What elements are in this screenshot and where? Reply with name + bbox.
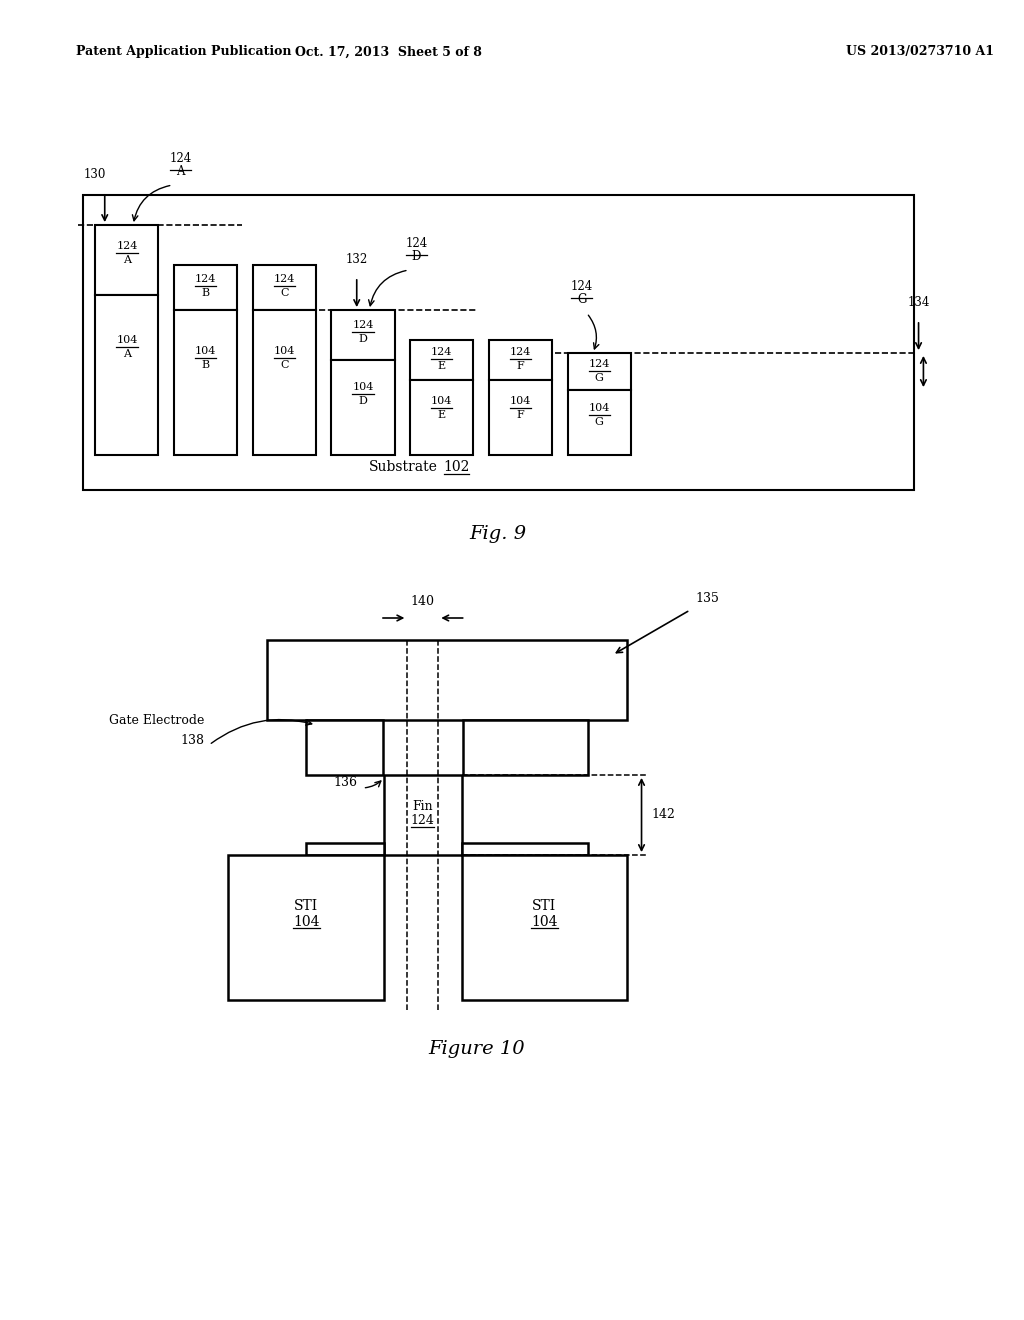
Text: 104: 104 xyxy=(510,396,531,407)
Text: Figure 10: Figure 10 xyxy=(428,1040,524,1059)
Text: G: G xyxy=(595,417,604,428)
Text: 142: 142 xyxy=(651,808,675,821)
Bar xyxy=(174,265,238,310)
Bar xyxy=(567,352,631,389)
Text: Gate Electrode: Gate Electrode xyxy=(109,714,204,726)
Bar xyxy=(567,389,631,455)
Bar xyxy=(462,843,588,855)
Bar xyxy=(411,380,473,455)
Bar xyxy=(488,341,552,380)
Bar xyxy=(253,310,316,455)
Text: 124: 124 xyxy=(510,347,531,356)
Bar xyxy=(488,380,552,455)
Text: 134: 134 xyxy=(907,296,930,309)
Bar xyxy=(463,719,588,775)
Text: 102: 102 xyxy=(443,459,470,474)
Bar xyxy=(306,843,384,855)
Text: 104: 104 xyxy=(431,396,453,407)
Text: 140: 140 xyxy=(411,595,435,609)
Text: G: G xyxy=(595,374,604,383)
Text: STI: STI xyxy=(294,899,318,912)
Text: 104: 104 xyxy=(531,915,558,929)
Text: 124: 124 xyxy=(589,359,610,370)
Text: 124: 124 xyxy=(411,814,435,828)
Text: 124: 124 xyxy=(406,238,428,249)
Text: Substrate: Substrate xyxy=(369,459,437,474)
Bar xyxy=(253,265,316,310)
Text: 104: 104 xyxy=(589,403,610,413)
Text: A: A xyxy=(123,255,131,265)
Text: A: A xyxy=(176,165,184,178)
Text: US 2013/0273710 A1: US 2013/0273710 A1 xyxy=(846,45,993,58)
Bar xyxy=(462,855,627,1001)
Text: 124: 124 xyxy=(195,273,216,284)
Text: B: B xyxy=(202,359,210,370)
Bar xyxy=(384,775,462,855)
Text: 124: 124 xyxy=(273,273,295,284)
Text: 130: 130 xyxy=(84,168,106,181)
Text: 138: 138 xyxy=(180,734,204,747)
Text: C: C xyxy=(281,359,289,370)
Bar xyxy=(267,640,627,719)
Bar xyxy=(411,341,473,380)
Bar xyxy=(332,360,394,455)
Text: 124: 124 xyxy=(570,280,593,293)
Text: 124: 124 xyxy=(169,152,191,165)
Bar xyxy=(95,294,159,455)
Text: D: D xyxy=(358,396,368,405)
Text: 104: 104 xyxy=(352,381,374,392)
Bar xyxy=(174,310,238,455)
Text: Fig. 9: Fig. 9 xyxy=(470,525,526,543)
Text: 132: 132 xyxy=(346,253,368,267)
Text: Patent Application Publication: Patent Application Publication xyxy=(76,45,291,58)
Text: 135: 135 xyxy=(695,591,719,605)
Text: B: B xyxy=(202,288,210,297)
Text: Fin: Fin xyxy=(413,800,433,813)
Text: 124: 124 xyxy=(352,319,374,330)
Text: Oct. 17, 2013  Sheet 5 of 8: Oct. 17, 2013 Sheet 5 of 8 xyxy=(295,45,482,58)
Text: 104: 104 xyxy=(116,335,137,345)
Text: F: F xyxy=(517,411,524,420)
Text: F: F xyxy=(517,360,524,371)
Text: D: D xyxy=(358,334,368,345)
Text: E: E xyxy=(437,411,445,420)
Text: 124: 124 xyxy=(116,242,137,251)
Bar xyxy=(306,719,383,775)
Text: 136: 136 xyxy=(333,776,357,789)
Text: 104: 104 xyxy=(273,346,295,355)
Text: A: A xyxy=(123,348,131,359)
Text: STI: STI xyxy=(532,899,556,912)
Text: E: E xyxy=(437,360,445,371)
Bar xyxy=(332,310,394,360)
Text: 124: 124 xyxy=(431,347,453,356)
Bar xyxy=(228,855,384,1001)
Text: C: C xyxy=(281,288,289,297)
Text: 104: 104 xyxy=(195,346,216,355)
Text: 104: 104 xyxy=(293,915,319,929)
Text: G: G xyxy=(578,293,587,306)
Bar xyxy=(95,224,159,294)
Text: D: D xyxy=(412,249,421,263)
Bar xyxy=(83,195,913,490)
